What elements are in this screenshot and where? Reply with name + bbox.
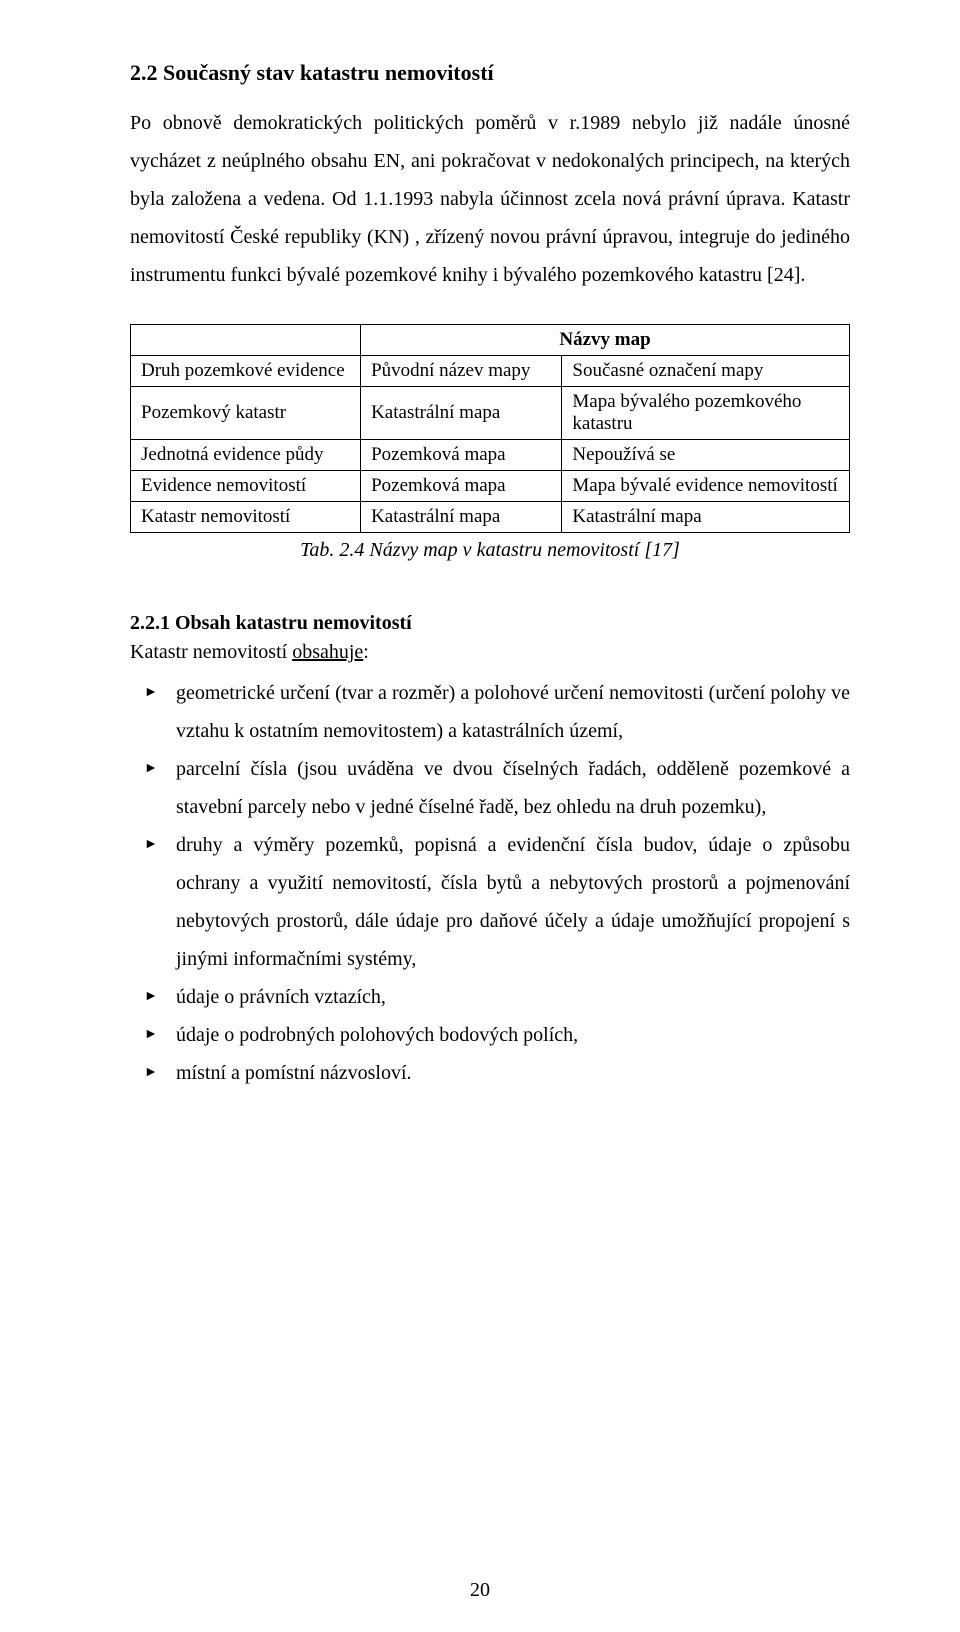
intro-underlined: obsahuje (292, 641, 363, 663)
list-item: údaje o právních vztazích, (130, 978, 850, 1016)
section-heading: 2.2 Současný stav katastru nemovitostí (130, 60, 850, 86)
table-cell: Pozemkový katastr (131, 387, 361, 440)
table-row: Katastr nemovitostí Katastrální mapa Kat… (131, 502, 850, 533)
table-cell: Katastrální mapa (361, 502, 562, 533)
table-cell: Pozemková mapa (361, 440, 562, 471)
table-header-row: Druh pozemkové evidence Původní název ma… (131, 356, 850, 387)
table-row: Evidence nemovitostí Pozemková mapa Mapa… (131, 471, 850, 502)
table-header-cell: Původní název mapy (361, 356, 562, 387)
page: 2.2 Současný stav katastru nemovitostí P… (0, 0, 960, 1632)
table-row: Pozemkový katastr Katastrální mapa Mapa … (131, 387, 850, 440)
table-header-cell: Druh pozemkové evidence (131, 356, 361, 387)
table-cell: Jednotná evidence půdy (131, 440, 361, 471)
table-caption: Tab. 2.4 Názvy map v katastru nemovitost… (130, 539, 850, 562)
table-row: Jednotná evidence půdy Pozemková mapa Ne… (131, 440, 850, 471)
table-cell: Pozemková mapa (361, 471, 562, 502)
names-of-maps-table: Názvy map Druh pozemkové evidence Původn… (130, 324, 850, 533)
table-cell: Mapa bývalého pozemkového katastru (562, 387, 850, 440)
bullet-list: geometrické určení (tvar a rozměr) a pol… (130, 674, 850, 1092)
intro-plain: Katastr nemovitostí (130, 641, 292, 663)
table-cell: Katastrální mapa (562, 502, 850, 533)
table-cell: Katastr nemovitostí (131, 502, 361, 533)
list-item: parcelní čísla (jsou uváděna ve dvou čís… (130, 750, 850, 826)
table-cell: Mapa bývalé evidence nemovitostí (562, 471, 850, 502)
list-item: místní a pomístní názvosloví. (130, 1054, 850, 1092)
table-cell: Nepoužívá se (562, 440, 850, 471)
list-item: druhy a výměry pozemků, popisná a eviden… (130, 826, 850, 978)
table-title-row: Názvy map (131, 325, 850, 356)
list-item: geometrické určení (tvar a rozměr) a pol… (130, 674, 850, 750)
table-header-cell: Současné označení mapy (562, 356, 850, 387)
intro-suffix: : (363, 641, 369, 663)
table-empty-cell (131, 325, 361, 356)
table-cell: Evidence nemovitostí (131, 471, 361, 502)
table-cell: Katastrální mapa (361, 387, 562, 440)
subsection-intro: Katastr nemovitostí obsahuje: (130, 641, 850, 664)
list-item: údaje o podrobných polohových bodových p… (130, 1016, 850, 1054)
subsection-heading: 2.2.1 Obsah katastru nemovitostí (130, 612, 850, 635)
table-title-cell: Názvy map (361, 325, 850, 356)
section-paragraph: Po obnově demokratických politických pom… (130, 104, 850, 294)
page-number: 20 (0, 1579, 960, 1602)
